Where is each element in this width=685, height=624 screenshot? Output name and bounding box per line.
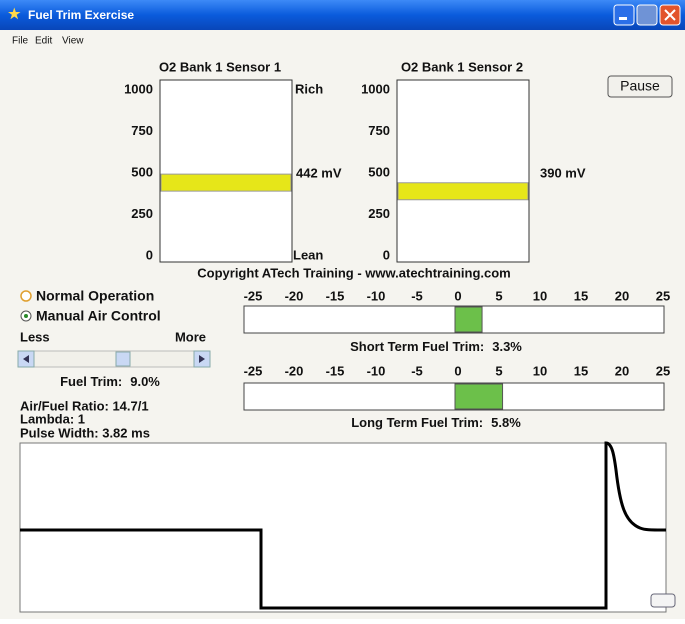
sensor-tick-label: 250 — [368, 206, 390, 221]
window-title: Fuel Trim Exercise — [28, 8, 134, 22]
app-icon: ★ — [8, 6, 21, 22]
sensor-tick-label: 1000 — [124, 81, 153, 96]
trim-tick-label: 15 — [574, 288, 588, 303]
sensor-tick-label: 500 — [368, 164, 390, 179]
trim-value: 3.3% — [492, 339, 522, 354]
menu-item[interactable]: File — [12, 36, 29, 47]
trim-tick-label: 25 — [656, 363, 670, 378]
trim-tick-label: 10 — [533, 363, 547, 378]
trim-tick-label: 5 — [495, 288, 502, 303]
readout: Air/Fuel Ratio: 14.7/1 — [20, 398, 149, 413]
trim-tick-label: 0 — [454, 288, 461, 303]
sensor-bar — [160, 173, 292, 192]
trim-tick-label: -25 — [244, 363, 263, 378]
copyright: Copyright ATech Training - www.atechtrai… — [197, 265, 510, 280]
fuel-trim-value: 9.0% — [130, 374, 160, 389]
trim-tick-label: -5 — [411, 288, 423, 303]
slider-more: More — [175, 329, 206, 344]
trim-tick-label: 15 — [574, 363, 588, 378]
sensor-tick-label: 750 — [368, 123, 390, 138]
radio-dot — [24, 314, 28, 318]
trim-tick-label: -10 — [367, 363, 386, 378]
sensor-tick-label: 500 — [131, 164, 153, 179]
scroll-thumb[interactable] — [115, 351, 131, 367]
menu-item[interactable]: Edit — [35, 36, 52, 47]
pause-label: Pause — [620, 78, 660, 94]
maximize-button[interactable] — [636, 4, 658, 26]
pause-button[interactable] — [607, 75, 673, 98]
sensor-tick-label: 250 — [131, 206, 153, 221]
trim-tick-label: -15 — [326, 288, 345, 303]
trim-tick-label: -10 — [367, 288, 386, 303]
title-bar — [0, 0, 685, 30]
readout: Lambda: 1 — [20, 411, 85, 426]
radio-button[interactable] — [20, 290, 32, 302]
trim-label: Long Term Fuel Trim: — [351, 415, 483, 430]
sensor-title: O2 Bank 1 Sensor 1 — [159, 59, 281, 74]
trim-bar — [454, 383, 504, 410]
sensor-tick-label: 750 — [131, 123, 153, 138]
trim-box — [243, 305, 665, 334]
trim-tick-label: -15 — [326, 363, 345, 378]
trim-tick-label: -5 — [411, 363, 423, 378]
trim-tick-label: 25 — [656, 288, 670, 303]
radio-label: Normal Operation — [36, 288, 154, 304]
sensor-title: O2 Bank 1 Sensor 2 — [401, 59, 523, 74]
fuel-trim-label: Fuel Trim: — [60, 374, 122, 389]
menu-item[interactable]: View — [62, 36, 84, 47]
trim-tick-label: 5 — [495, 363, 502, 378]
trim-tick-label: 10 — [533, 288, 547, 303]
sensor-tick-label: 1000 — [361, 81, 390, 96]
radio-label: Manual Air Control — [36, 308, 161, 324]
sensor-bar — [397, 182, 529, 201]
small-button[interactable] — [650, 593, 676, 608]
trim-box — [243, 382, 665, 411]
trim-tick-label: 20 — [615, 288, 629, 303]
lean-label: Lean — [293, 247, 323, 262]
sensor-tick-label: 0 — [146, 247, 153, 262]
trim-label: Short Term Fuel Trim: — [350, 339, 484, 354]
trim-tick-label: -20 — [285, 288, 304, 303]
sensor-box — [159, 79, 293, 263]
minimize-icon — [619, 17, 627, 20]
minimize-button[interactable] — [613, 4, 635, 26]
trim-tick-label: 0 — [454, 363, 461, 378]
trim-bar — [454, 306, 483, 333]
slider-less: Less — [20, 329, 50, 344]
sensor-tick-label: 0 — [383, 247, 390, 262]
fuel-trim: Fuel Trim: 9.0% — [60, 374, 160, 389]
sensor-box — [396, 79, 530, 263]
readout: Pulse Width: 3.82 ms — [20, 425, 150, 440]
sensor-value: 442 mV — [296, 165, 342, 180]
trim-tick-label: -25 — [244, 288, 263, 303]
close-icon — [664, 9, 676, 21]
sensor-value: 390 mV — [540, 165, 586, 180]
scrollbar[interactable] — [17, 350, 211, 368]
rich-label: Rich — [295, 81, 323, 96]
trim-value: 5.8% — [491, 415, 521, 430]
waveform — [20, 441, 667, 610]
trim-tick-label: -20 — [285, 363, 304, 378]
waveform-plot — [19, 442, 667, 613]
trim-readout: Long Term Fuel Trim: 5.8% — [351, 415, 521, 430]
trim-tick-label: 20 — [615, 363, 629, 378]
trim-readout: Short Term Fuel Trim: 3.3% — [350, 339, 522, 354]
